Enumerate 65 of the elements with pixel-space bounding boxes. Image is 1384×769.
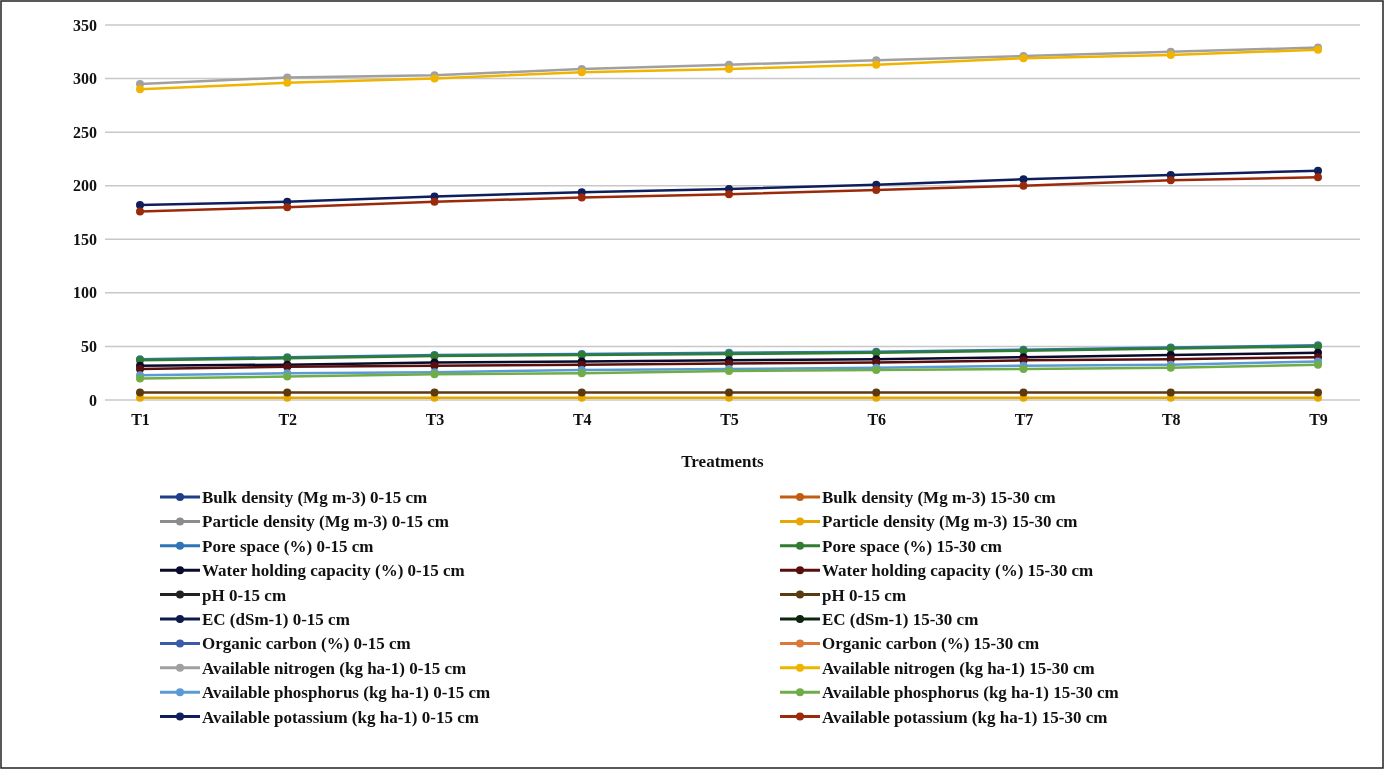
point	[1019, 181, 1028, 190]
point	[872, 60, 881, 69]
legend-label: pH 0-15 cm	[202, 585, 287, 605]
legend-label: EC (dSm-1) 15-30 cm	[822, 610, 979, 629]
legend-label: Bulk density (Mg m-3) 15-30 cm	[822, 488, 1056, 507]
legend-label: Available phosphorus (kg ha-1) 15-30 cm	[822, 683, 1119, 703]
point	[577, 193, 586, 202]
legend-label: EC (dSm-1) 0-15 cm	[202, 610, 350, 629]
y-tick-label: 50	[81, 338, 97, 356]
y-tick-label: 250	[73, 123, 97, 141]
point	[577, 68, 586, 77]
x-tick-label: T3	[425, 411, 445, 429]
point	[872, 388, 881, 397]
legend-label: Organic carbon (%) 0-15 cm	[202, 634, 411, 654]
y-tick-label: 350	[73, 16, 97, 34]
x-tick-label: T9	[1309, 411, 1328, 429]
point	[1166, 51, 1175, 59]
legend-label: Particle density (Mg m-3) 15-30 cm	[822, 512, 1078, 532]
legend-label: Bulk density (Mg m-3) 0-15 cm	[202, 488, 428, 507]
point	[1019, 175, 1028, 184]
legend-label: Particle density (Mg m-3) 0-15 cm	[202, 512, 449, 532]
y-tick-label: 0	[89, 391, 97, 409]
point	[1019, 388, 1028, 397]
y-tick-label: 300	[73, 70, 97, 88]
legend-label: Pore space (%) 0-15 cm	[202, 536, 374, 556]
point	[725, 388, 733, 397]
legend-label: Pore space (%) 15-30 cm	[822, 536, 1003, 556]
x-tick-label: T5	[720, 411, 739, 429]
legend-label: Available potassium (kg ha-1) 0-15 cm	[202, 707, 479, 727]
legend-label: Water holding capacity (%) 15-30 cm	[822, 561, 1094, 581]
point	[1314, 388, 1322, 397]
legend-label: pH 0-15 cm	[822, 585, 907, 605]
point	[136, 201, 144, 209]
point	[136, 85, 144, 94]
point	[577, 369, 586, 378]
x-tick-label: T1	[131, 411, 150, 429]
point	[1314, 173, 1322, 182]
point	[283, 203, 292, 212]
y-tick-label: 100	[73, 284, 97, 302]
legend-label: Water holding capacity (%) 0-15 cm	[202, 561, 465, 581]
point	[136, 388, 144, 397]
legend-label: Available potassium (kg ha-1) 15-30 cm	[822, 707, 1108, 727]
point	[725, 64, 733, 73]
y-tick-label: 150	[73, 230, 97, 248]
point	[1166, 176, 1175, 185]
point	[1166, 388, 1175, 397]
x-tick-label: T8	[1161, 411, 1181, 429]
point	[430, 388, 439, 397]
point	[725, 190, 733, 199]
x-axis-title: Treatments	[681, 452, 765, 471]
legend-label: Available nitrogen (kg ha-1) 0-15 cm	[202, 658, 467, 678]
legend-label: Organic carbon (%) 15-30 cm	[822, 634, 1040, 654]
x-tick-label: T2	[278, 411, 298, 429]
point	[136, 207, 144, 216]
x-tick-label: T7	[1014, 411, 1034, 429]
point	[430, 197, 439, 206]
x-tick-label: T6	[867, 411, 887, 429]
point	[577, 388, 586, 397]
point	[283, 78, 292, 87]
legend-label: Available nitrogen (kg ha-1) 15-30 cm	[822, 658, 1095, 678]
y-tick-label: 200	[73, 177, 97, 195]
point	[872, 186, 881, 194]
legend-label: Available phosphorus (kg ha-1) 0-15 cm	[202, 683, 491, 703]
x-tick-label: T4	[572, 411, 592, 429]
point	[283, 388, 292, 397]
